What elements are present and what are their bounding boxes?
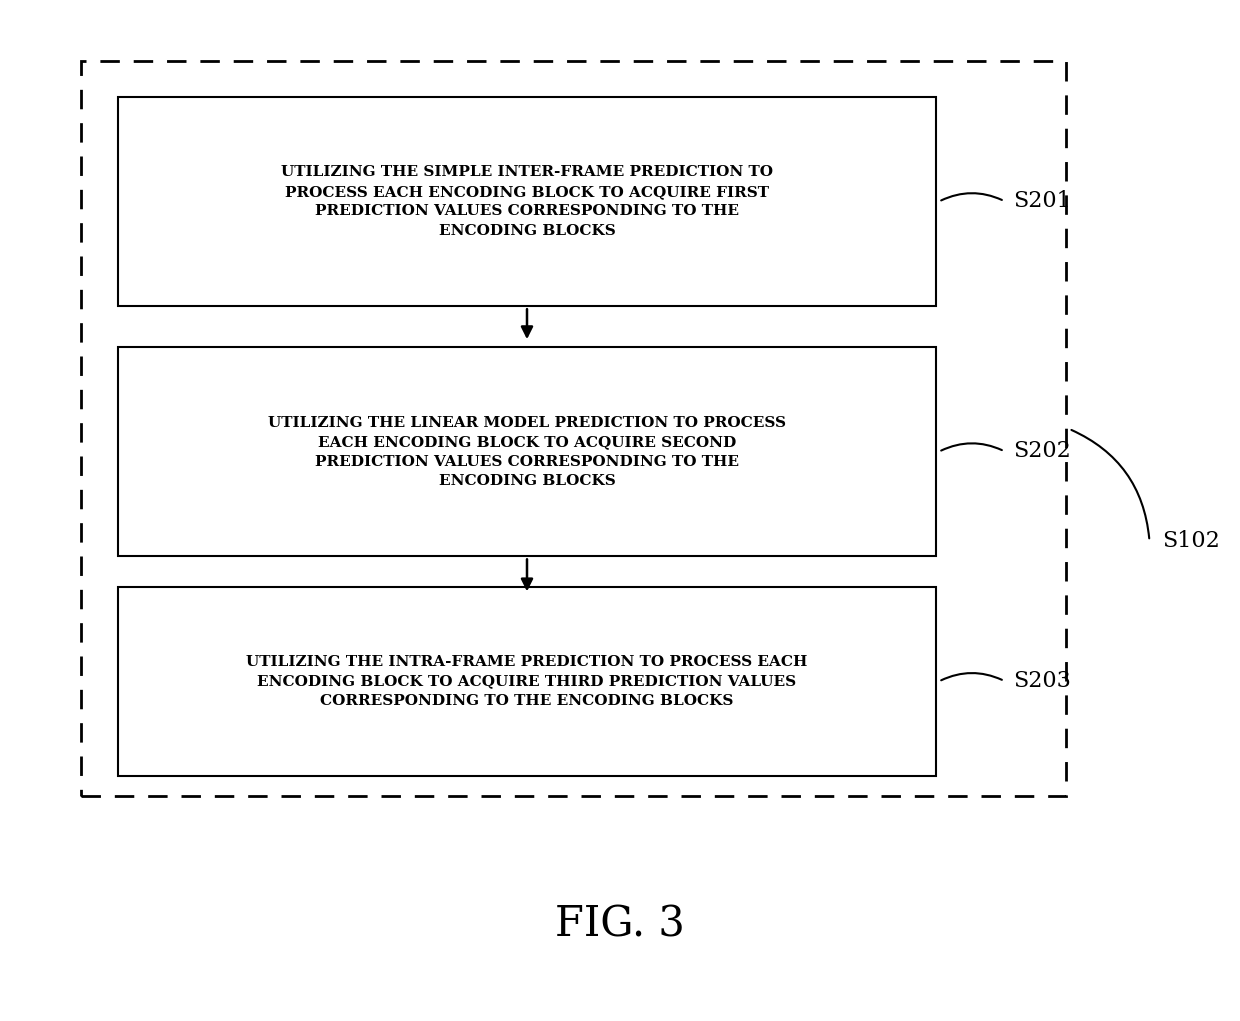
Bar <box>81 61 1066 796</box>
Text: FIG. 3: FIG. 3 <box>556 903 684 945</box>
Text: S202: S202 <box>1013 440 1071 463</box>
Bar <box>118 587 936 776</box>
Bar <box>118 347 936 556</box>
Text: S102: S102 <box>1162 530 1220 552</box>
Text: UTILIZING THE SIMPLE INTER-FRAME PREDICTION TO
PROCESS EACH ENCODING BLOCK TO AC: UTILIZING THE SIMPLE INTER-FRAME PREDICT… <box>281 165 773 238</box>
Text: S203: S203 <box>1013 670 1071 692</box>
Text: UTILIZING THE INTRA-FRAME PREDICTION TO PROCESS EACH
ENCODING BLOCK TO ACQUIRE T: UTILIZING THE INTRA-FRAME PREDICTION TO … <box>247 655 807 708</box>
Text: UTILIZING THE LINEAR MODEL PREDICTION TO PROCESS
EACH ENCODING BLOCK TO ACQUIRE : UTILIZING THE LINEAR MODEL PREDICTION TO… <box>268 416 786 488</box>
Bar <box>118 97 936 306</box>
Text: S201: S201 <box>1013 190 1071 212</box>
